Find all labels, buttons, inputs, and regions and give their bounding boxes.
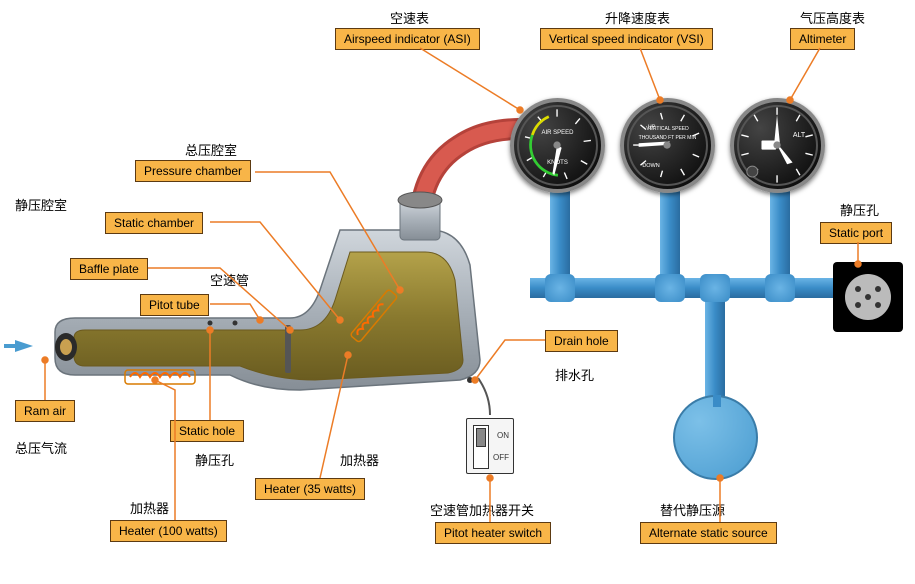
pipe-joint [655, 274, 685, 302]
alt-static-cn: 替代静压源 [660, 500, 725, 519]
alt-cn: 气压高度表 [800, 8, 865, 27]
pitot-heater-cn: 空速管加热器开关 [430, 500, 534, 519]
svg-text:UP: UP [648, 125, 656, 131]
pitot-heater-switch-label: Pitot heater switch [435, 522, 551, 544]
pitot-tube-cn: 空速管 [210, 270, 249, 289]
pitot-tube-label: Pitot tube [140, 294, 209, 316]
gauge-altimeter: ALT [730, 98, 825, 193]
pipe-joint [700, 274, 730, 302]
gauge-vsi: VERTICAL SPEED THOUSAND FT PER MIN UP DO… [620, 98, 715, 193]
pressure-chamber-cn: 总压腔室 [185, 140, 237, 159]
pipe-horizontal-main [530, 278, 850, 298]
pitot-heater-switch[interactable]: ON OFF [466, 418, 514, 474]
heater100-label: Heater (100 watts) [110, 520, 227, 542]
ram-air-arrow-tail [4, 344, 18, 348]
static-port-label: Static port [820, 222, 892, 244]
static-hole-cn: 静压孔 [195, 450, 234, 469]
vsi-label: Vertical speed indicator (VSI) [540, 28, 713, 50]
static-hole-label: Static hole [170, 420, 244, 442]
baffle-plate-label: Baffle plate [70, 258, 148, 280]
vsi-cn: 升降速度表 [605, 8, 670, 27]
alt-label: Altimeter [790, 28, 855, 50]
ram-air-cn: 总压气流 [15, 438, 67, 457]
alternate-static-source [673, 395, 758, 480]
heater100-cn: 加热器 [130, 498, 169, 517]
heater35-cn: 加热器 [340, 450, 379, 469]
asi-label: Airspeed indicator (ASI) [335, 28, 480, 50]
pressure-chamber-label: Pressure chamber [135, 160, 251, 182]
pipe-altstatic [705, 290, 725, 405]
static-chamber-label: Static chamber [105, 212, 203, 234]
heater35-label: Heater (35 watts) [255, 478, 365, 500]
svg-text:DOWN: DOWN [642, 163, 659, 169]
pipe-joint [765, 274, 795, 302]
asi-cn: 空速表 [390, 8, 429, 27]
static-port [833, 262, 903, 332]
static-chamber-cn: 静压腔室 [15, 195, 67, 214]
gauge-asi: AIR SPEED KNOTS [510, 98, 605, 193]
pipe-joint [545, 274, 575, 302]
drain-hole-cn: 排水孔 [555, 365, 594, 384]
drain-hole-label: Drain hole [545, 330, 618, 352]
static-port-cn: 静压孔 [840, 200, 879, 219]
alt-static-label: Alternate static source [640, 522, 777, 544]
ram-air-label: Ram air [15, 400, 75, 422]
